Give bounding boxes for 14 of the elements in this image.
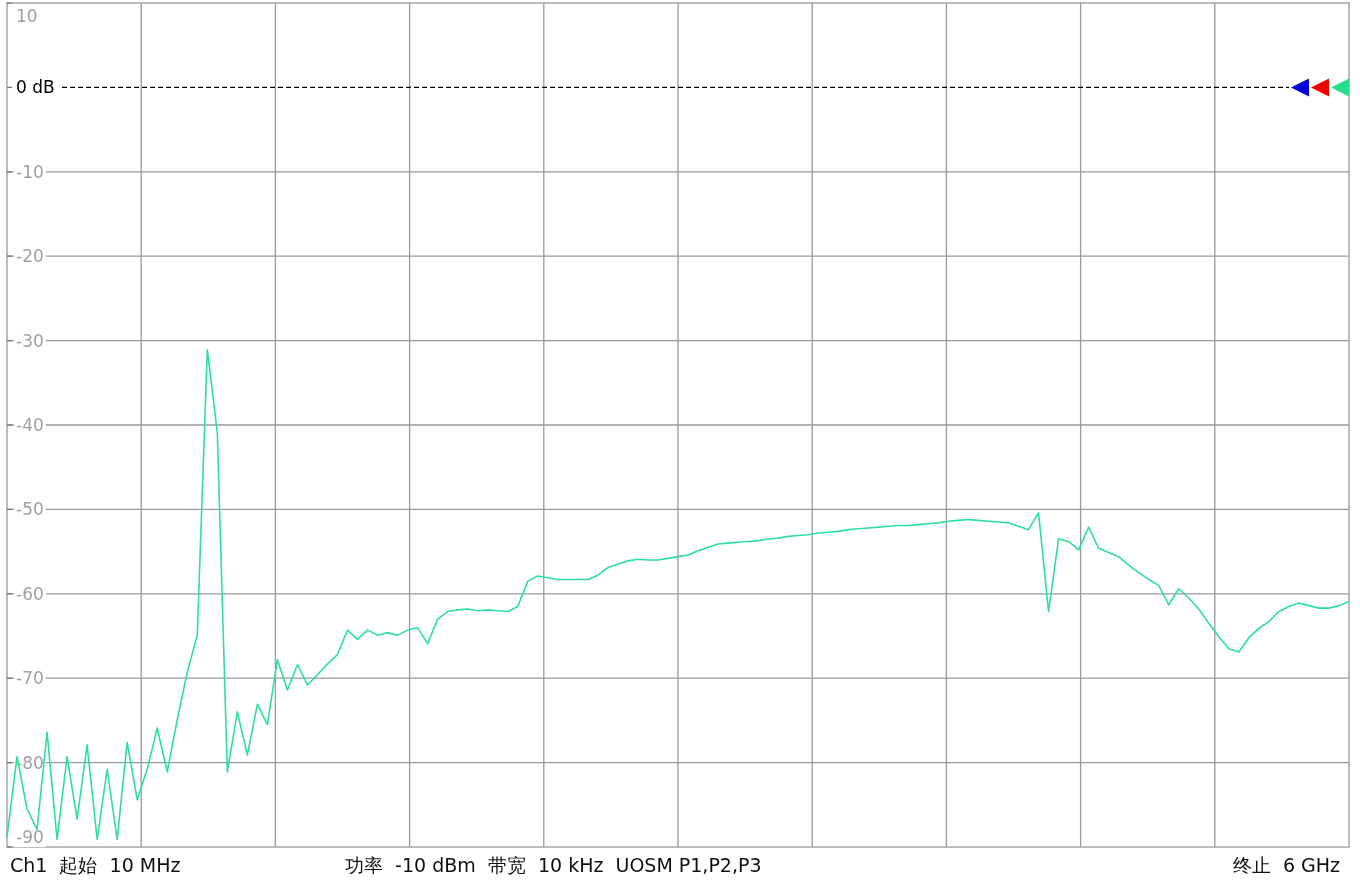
y-tick-label: 10 [16, 6, 38, 26]
line-series [6, 349, 1350, 841]
y-tick-label: -10 [16, 161, 44, 182]
y-tick-label: -60 [16, 583, 44, 604]
y-tick-label: -50 [16, 499, 44, 520]
y-tick-label: -30 [16, 330, 44, 351]
y-tick-label: -20 [16, 246, 44, 267]
y-tick-label: -70 [16, 668, 44, 689]
text: 终止 6 GHz [1232, 854, 1341, 876]
y-tick-label: 0 dB [16, 77, 55, 98]
text: 功率 -10 dBm 带宽 10 kHz UOSM P1,P2,P3 [345, 854, 762, 876]
y-tick-label: -40 [16, 415, 44, 435]
text: Ch1 起始 10 MHz [10, 854, 181, 876]
y-tick-label: -90 [16, 827, 44, 847]
